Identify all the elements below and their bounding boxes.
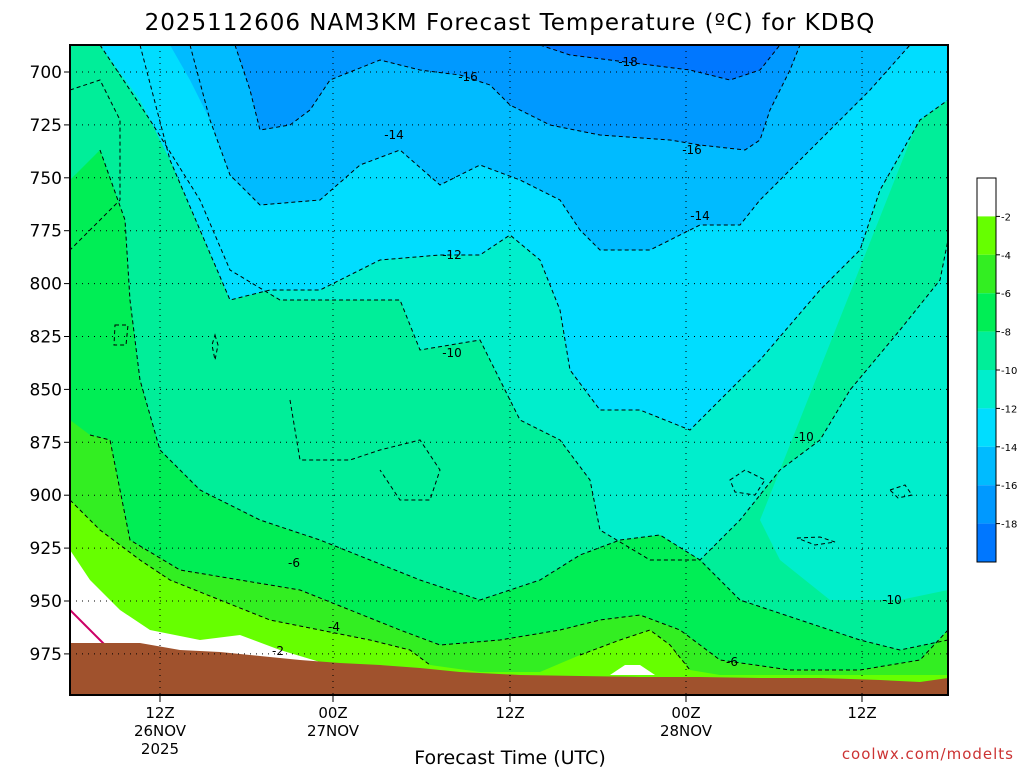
band-minus-4-to-minus-2 [70,500,948,695]
contour-label: -10 [882,593,902,607]
colorbar-label: -18 [1001,520,1017,531]
y-tick-label: 975 [30,645,62,665]
colorbar-label: -8 [1001,328,1011,339]
colorbar-label: -10 [1001,366,1017,377]
x-tick-label: 12Z [495,704,524,722]
band-minus-18-to-minus-16 [235,45,800,150]
x-axis-label: Forecast Time (UTC) [414,747,605,768]
colorbar-swatch [977,446,996,486]
colorbar-swatch [977,178,996,217]
colorbar-legend: -2 -4 -6 -8 -10 -12 -14 -16 -18 [976,177,1017,563]
contour-label: -12 [442,248,462,262]
x-tick-label: 27NOV [307,722,360,740]
x-tick-label: 12Z [145,704,174,722]
colorbar-swatch [977,485,996,524]
y-tick-label: 900 [30,486,62,506]
x-tick-label: 2025 [141,740,179,758]
band-above-minus-2 [70,550,320,662]
contour-label: -4 [328,620,340,634]
colorbar-swatch [977,523,996,562]
contour-label: -18 [618,55,638,69]
x-tick-label: 00Z [318,704,347,722]
band-below-minus-18 [540,45,780,80]
colorbar-swatch [977,254,996,294]
band-minus-8-to-minus-6 [70,150,948,695]
contour-label: -14 [384,128,404,142]
contour-lines [70,45,948,671]
contour-label: -6 [726,655,738,669]
y-tick-label: 875 [30,433,62,453]
ground-terrain [70,643,948,695]
x-tick-label: 12Z [847,704,876,722]
colorbar-label: -6 [1001,289,1011,300]
colorbar-label: -4 [1001,251,1011,262]
y-tick-label: 825 [30,328,62,348]
band-minus-12-to-minus-10 [70,45,948,600]
y-tick-label: 750 [30,169,62,189]
colorbar-label: -12 [1001,404,1017,415]
contour-label: -16 [682,143,702,157]
x-tick-label: 00Z [671,704,700,722]
colorbar-swatch [977,370,996,409]
y-tick-label: 775 [30,222,62,242]
colorbar-swatch [977,216,996,255]
contour-label: -6 [288,556,300,570]
credit-link[interactable]: coolwx.com/modelts [842,745,1014,763]
y-tick-label: 800 [30,275,62,295]
plot-area [70,45,948,695]
colorbar-swatch [977,331,996,370]
x-tick-label: 26NOV [134,722,187,740]
y-tick-label: 850 [30,380,62,400]
chart-title: 2025112606 NAM3KM Forecast Temperature (… [145,10,876,36]
plot-frame [69,44,949,696]
y-axis: 700 725 750 775 800 825 850 875 900 925 950 975 [30,63,70,665]
contour-label: -16 [458,70,478,84]
contour-label: -14 [690,209,710,223]
contour-label: -10 [442,346,462,360]
contour-labels: -18 -16 -16 -14 -14 -12 -10 -10 -10 -6 -6 -4 -2 [272,55,902,669]
colorbar-label: -2 [1001,212,1011,223]
y-tick-label: 950 [30,592,62,612]
y-tick-label: 725 [30,116,62,136]
colorbar-label: -14 [1001,443,1017,454]
y-tick-label: 700 [30,63,62,83]
gridlines [70,45,948,695]
colorbar-swatch [977,293,996,332]
colorbar-label: -16 [1001,481,1017,492]
contour-label: -2 [272,644,284,658]
band-above-minus-2-b [610,665,655,675]
contour-label: -10 [794,430,814,444]
x-tick-label: 28NOV [660,722,713,740]
y-tick-label: 925 [30,539,62,559]
colorbar-swatch [977,408,996,447]
